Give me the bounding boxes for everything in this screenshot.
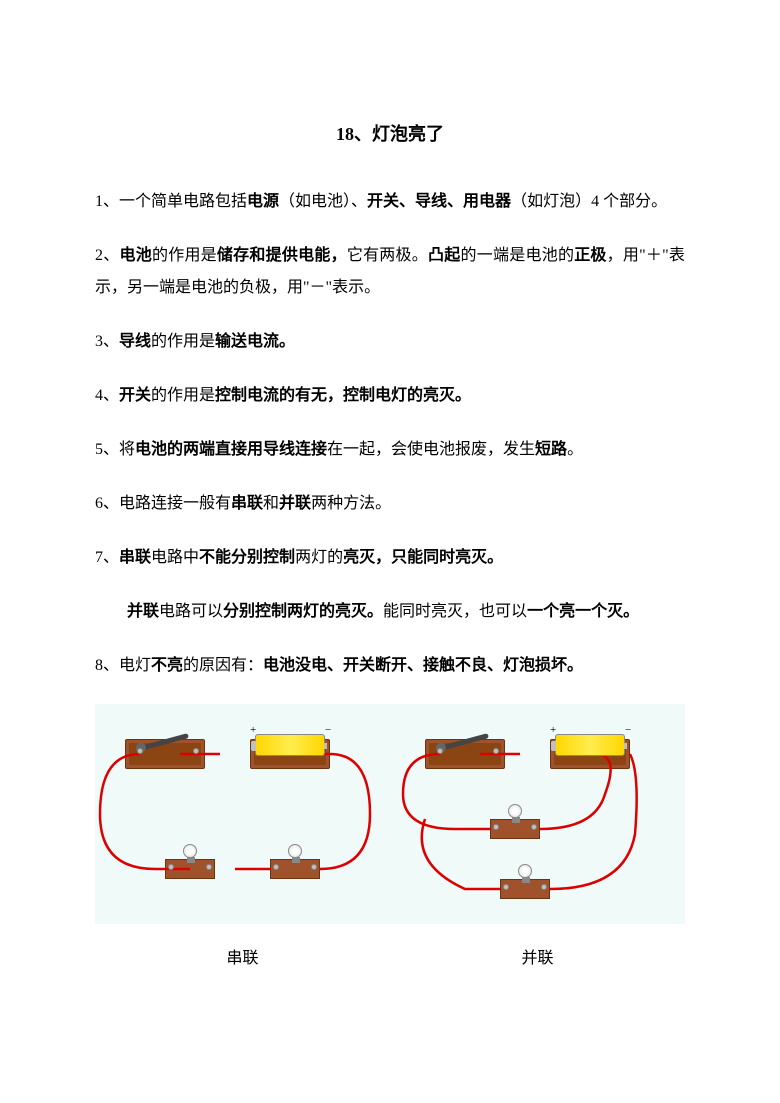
text: （如灯泡）4 个部分。 (511, 193, 667, 210)
text: （如电池）、 (279, 193, 367, 210)
text: 4、 (95, 387, 119, 404)
minus-sign: − (625, 724, 631, 736)
paragraph-7: 7、串联电路中不能分别控制两灯的亮灭，只能同时亮灭。 (95, 542, 685, 574)
terminal (503, 884, 509, 890)
minus-sign: − (325, 724, 331, 736)
bold-text: 串联 (231, 495, 263, 512)
text: 在一起，会使电池报废，发生 (327, 441, 535, 458)
bold-text: 开关、导线、用电器 (367, 193, 511, 210)
plus-sign: + (550, 724, 556, 736)
terminal (493, 748, 499, 754)
text: 的作用是 (151, 387, 215, 404)
paragraph-6: 6、电路连接一般有串联和并联两种方法。 (95, 488, 685, 520)
bold-text: 不亮 (151, 657, 183, 674)
bold-text: 并联 (127, 603, 159, 620)
paragraph-4: 4、开关的作用是控制电流的有无，控制电灯的亮灭。 (95, 380, 685, 412)
bold-text: 开关 (119, 387, 151, 404)
bold-text: 不能分别控制 (199, 549, 295, 566)
bold-text: 电源 (247, 193, 279, 210)
bold-text: 短路 (535, 441, 567, 458)
terminal (541, 884, 547, 890)
text: 它有两极。 (347, 247, 428, 264)
terminal (493, 824, 499, 830)
bold-text: 一个亮一个灭。 (527, 603, 639, 620)
bold-text: 控制电流的有无，控制电灯的亮灭。 (215, 387, 471, 404)
paragraph-3: 3、导线的作用是输送电流。 (95, 326, 685, 358)
bold-text: 储存和提供电能， (217, 247, 347, 264)
text: 两灯的 (295, 549, 343, 566)
paragraph-2: 2、电池的作用是储存和提供电能，它有两极。凸起的一端是电池的正极，用"＋"表示，… (95, 240, 685, 304)
plus-sign: + (250, 724, 256, 736)
parallel-wire (395, 704, 685, 924)
bulb-icon (518, 864, 532, 878)
text: 8、电灯 (95, 657, 151, 674)
bold-text: 输送电流。 (215, 333, 295, 350)
bulb-icon (508, 804, 522, 818)
bold-text: 电池 (119, 247, 151, 264)
paragraph-7b: 并联电路可以分别控制两灯的亮灭。能同时亮灭，也可以一个亮一个灭。 (95, 596, 685, 628)
circuit-diagram: + − + − (95, 704, 685, 924)
text: 的一端是电池的 (461, 247, 575, 264)
text: 能同时亮灭，也可以 (383, 603, 527, 620)
text: 和 (263, 495, 279, 512)
terminal (193, 748, 199, 754)
bold-text: 串联 (119, 549, 151, 566)
text: 5、将 (95, 441, 135, 458)
text: 的原因有： (183, 657, 263, 674)
bulb-icon (183, 844, 197, 858)
text: 两种方法。 (311, 495, 391, 512)
text: 7、 (95, 549, 119, 566)
text: 6、电路连接一般有 (95, 495, 231, 512)
series-wire (95, 704, 385, 924)
terminal (168, 864, 174, 870)
page-title: 18、灯泡亮了 (95, 120, 685, 146)
bulb-icon (288, 844, 302, 858)
bold-text: 电池的两端直接用导线连接 (135, 441, 327, 458)
bold-text: 分别控制两灯的亮灭。 (223, 603, 383, 620)
bold-text: 导线 (119, 333, 151, 350)
bold-text: 亮灭，只能同时亮灭。 (343, 549, 503, 566)
text: 1、一个简单电路包括 (95, 193, 247, 210)
terminal (137, 748, 143, 754)
bold-text: 正极 (574, 247, 606, 264)
bold-text: 并联 (279, 495, 311, 512)
series-label: 串联 (95, 944, 390, 968)
battery-icon (255, 734, 325, 756)
terminal (531, 824, 537, 830)
battery-icon (555, 734, 625, 756)
paragraph-1: 1、一个简单电路包括电源（如电池）、开关、导线、用电器（如灯泡）4 个部分。 (95, 186, 685, 218)
bold-text: 凸起 (428, 247, 460, 264)
text: 的作用是 (152, 247, 217, 264)
parallel-label: 并联 (390, 944, 685, 968)
text: 的作用是 (151, 333, 215, 350)
terminal (273, 864, 279, 870)
paragraph-5: 5、将电池的两端直接用导线连接在一起，会使电池报废，发生短路。 (95, 434, 685, 466)
text: 电路可以 (159, 603, 223, 620)
text: 。 (567, 441, 583, 458)
terminal (437, 748, 443, 754)
terminal (206, 864, 212, 870)
diagram-labels: 串联 并联 (95, 944, 685, 968)
text: 2、 (95, 247, 119, 264)
paragraph-8: 8、电灯不亮的原因有：电池没电、开关断开、接触不良、灯泡损坏。 (95, 650, 685, 682)
text: 3、 (95, 333, 119, 350)
text: 电路中 (151, 549, 199, 566)
bold-text: 电池没电、开关断开、接触不良、灯泡损坏。 (263, 657, 583, 674)
terminal (311, 864, 317, 870)
